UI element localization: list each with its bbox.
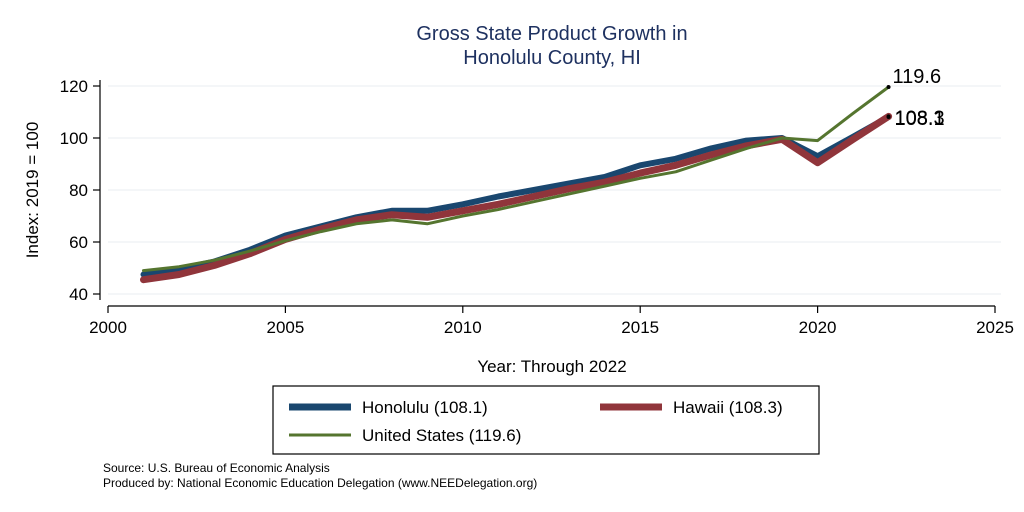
chart-title-line-2: Honolulu County, HI [463, 47, 641, 69]
end-label-united-states: 119.6 [893, 66, 942, 88]
y-tick-label-100: 100 [60, 129, 88, 148]
end-label-honolulu: 108.1 [895, 108, 945, 130]
y-axis-label: Index: 2019 = 100 [23, 122, 42, 259]
legend-label-honolulu: Honolulu (108.1) [362, 398, 488, 417]
end-marker-united-states [886, 85, 891, 90]
legend-box [272, 385, 820, 455]
x-tick-label-2015: 2015 [621, 318, 659, 337]
produced-by-note: Produced by: National Economic Education… [103, 476, 537, 490]
x-tick-label-2020: 2020 [799, 318, 837, 337]
x-tick-label-2000: 2000 [89, 318, 127, 337]
end-marker-hawaii [886, 114, 891, 119]
x-axis-label: Year: Through 2022 [477, 357, 626, 376]
chart-title-line-1: Gross State Product Growth in [416, 23, 687, 45]
legend-label-hawaii: Hawaii (108.3) [673, 398, 783, 417]
x-tick-label-2010: 2010 [444, 318, 482, 337]
y-tick-label-120: 120 [60, 77, 88, 96]
legend: Honolulu (108.1) Hawaii (108.3) United S… [272, 385, 820, 455]
source-note: Source: U.S. Bureau of Economic Analysis [103, 461, 330, 475]
series-lines [140, 85, 893, 284]
y-tick-label-80: 80 [69, 181, 88, 200]
axes: 40 60 80 100 120 2000 2005 2010 2015 2020 2025 [60, 77, 1014, 337]
y-tick-label-60: 60 [69, 233, 88, 252]
y-tick-label-40: 40 [69, 285, 88, 304]
end-label-hawaii: 108.3 [895, 107, 945, 129]
legend-label-united-states: United States (119.6) [362, 426, 521, 445]
series-line-united-states [142, 85, 891, 273]
x-tick-label-2005: 2005 [266, 318, 304, 337]
x-tick-label-2025: 2025 [976, 318, 1014, 337]
